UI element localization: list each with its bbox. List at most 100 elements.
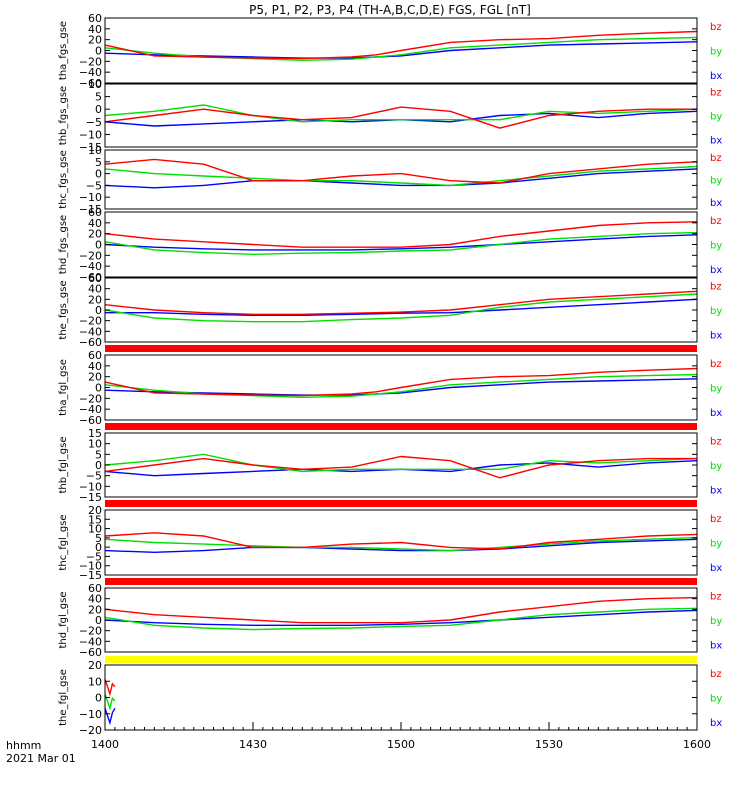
y-tick-label: −60: [79, 646, 102, 659]
panel-frame: [104, 587, 698, 653]
legend-by: by: [710, 539, 722, 550]
panel-frame: [104, 277, 698, 343]
y-tick-label: 5: [95, 91, 102, 104]
y-tick-label: 60: [88, 12, 102, 25]
y-tick-label: −15: [79, 491, 102, 504]
y-tick-label: 40: [88, 23, 102, 36]
legend-bz: bz: [710, 514, 722, 525]
y-tick-label: 0: [95, 103, 102, 116]
legend-bz: bz: [710, 282, 722, 293]
series-bz-the_fgl_gse: [104, 679, 116, 697]
legend-bx: bx: [710, 563, 722, 574]
y-tick-label: 5: [95, 448, 102, 461]
y-axis-label: thc_fgl_gse: [58, 514, 69, 570]
y-tick-label: −15: [79, 203, 102, 216]
chart-title: P5, P1, P2, P3, P4 (TH-A,B,C,D,E) FGS, F…: [249, 3, 531, 17]
y-tick-label: 15: [88, 513, 102, 526]
panel-frame: [104, 149, 698, 210]
panel-frame: [104, 211, 698, 278]
y-tick-label: −20: [79, 55, 102, 68]
series-bz-thc_fgs_gse: [104, 158, 698, 184]
legend-bx: bx: [710, 265, 722, 276]
legend-by: by: [710, 694, 722, 705]
legend-by: by: [710, 47, 722, 58]
y-tick-label: 5: [95, 156, 102, 169]
gap-bar-5: [105, 656, 697, 663]
gap-bar-2: [105, 423, 697, 430]
series-by-the_fgs_gse: [104, 293, 698, 323]
legend-bx: bx: [710, 330, 722, 341]
y-tick-label: −20: [79, 315, 102, 328]
legend-bx: bx: [710, 71, 722, 82]
panel-the_fgl_gse: 20 10 0 −10 −20 the_fgl_gse bz by bx: [58, 659, 722, 737]
series-bz-thc_fgl_gse: [104, 532, 698, 550]
y-tick-label: 40: [88, 283, 102, 296]
y-tick-label: 20: [88, 293, 102, 306]
y-tick-label: 60: [88, 582, 102, 595]
y-tick-label: 10: [88, 675, 102, 688]
y-tick-label: −10: [79, 128, 102, 141]
y-tick-label: −60: [79, 336, 102, 349]
legend-by: by: [710, 461, 722, 472]
legend-by: by: [710, 241, 722, 252]
time-format-label: hhmm: [6, 739, 41, 752]
y-tick-label: −10: [79, 191, 102, 204]
y-axis-label: the_fgl_gse: [58, 669, 69, 726]
y-tick-label: −40: [79, 635, 102, 648]
y-tick-label: −15: [79, 569, 102, 582]
y-tick-label: 60: [88, 349, 102, 362]
y-tick-label: 20: [88, 34, 102, 47]
legend-bz: bz: [710, 88, 722, 99]
y-axis-label: the_fgs_gse: [58, 280, 69, 339]
legend-bx: bx: [710, 718, 722, 729]
series-bz-the_fgs_gse: [104, 290, 698, 315]
series-by-the_fgl_gse: [104, 693, 116, 711]
y-tick-label: −20: [79, 392, 102, 405]
y-axis-label: thd_fgs_gse: [58, 215, 69, 274]
panel-frame: [104, 664, 698, 731]
series-bx-the_fgs_gse: [105, 298, 698, 316]
y-tick-label: −40: [79, 325, 102, 338]
y-axis-label: thb_fgs_gse: [58, 86, 69, 145]
x-tick-label: 1530: [535, 738, 563, 751]
y-tick-label: −20: [79, 724, 102, 737]
y-tick-label: −20: [79, 249, 102, 262]
series-bz-thb_fgs_gse: [104, 106, 697, 129]
legend-by: by: [710, 306, 722, 317]
y-tick-label: 10: [88, 144, 102, 157]
panel-frame: [104, 509, 698, 576]
series-bx-thd_fgl_gse: [104, 609, 698, 626]
y-tick-label: −5: [86, 179, 102, 192]
legend-by: by: [710, 112, 722, 123]
series-bx-the_fgl_gse: [104, 707, 116, 726]
series-bz-thb_fgl_gse: [104, 455, 697, 479]
series-bz-thd_fgs_gse: [104, 221, 698, 248]
y-tick-label: 20: [88, 228, 102, 241]
legend-bz: bz: [710, 359, 722, 370]
y-tick-label: 20: [88, 504, 102, 517]
legend-bx: bx: [710, 408, 722, 419]
y-tick-label: 0: [95, 239, 102, 252]
gap-bar-1: [105, 345, 697, 352]
legend-by: by: [710, 616, 722, 627]
y-tick-label: 40: [88, 360, 102, 373]
y-tick-label: −10: [79, 708, 102, 721]
series-by-thb_fgs_gse: [104, 104, 698, 123]
y-axis-label: thd_fgl_gse: [58, 592, 69, 649]
y-tick-label: 5: [95, 532, 102, 545]
x-tick-label: 1400: [91, 738, 119, 751]
panel-frame: [104, 432, 698, 498]
x-tick-label: 1600: [683, 738, 711, 751]
legend-bz: bz: [710, 216, 722, 227]
legend-bx: bx: [710, 135, 722, 146]
series-by-thd_fgl_gse: [104, 607, 698, 631]
y-tick-label: 0: [95, 692, 102, 705]
y-axis-label: thb_fgl_gse: [58, 437, 69, 494]
series-by-thc_fgs_gse: [104, 165, 698, 187]
